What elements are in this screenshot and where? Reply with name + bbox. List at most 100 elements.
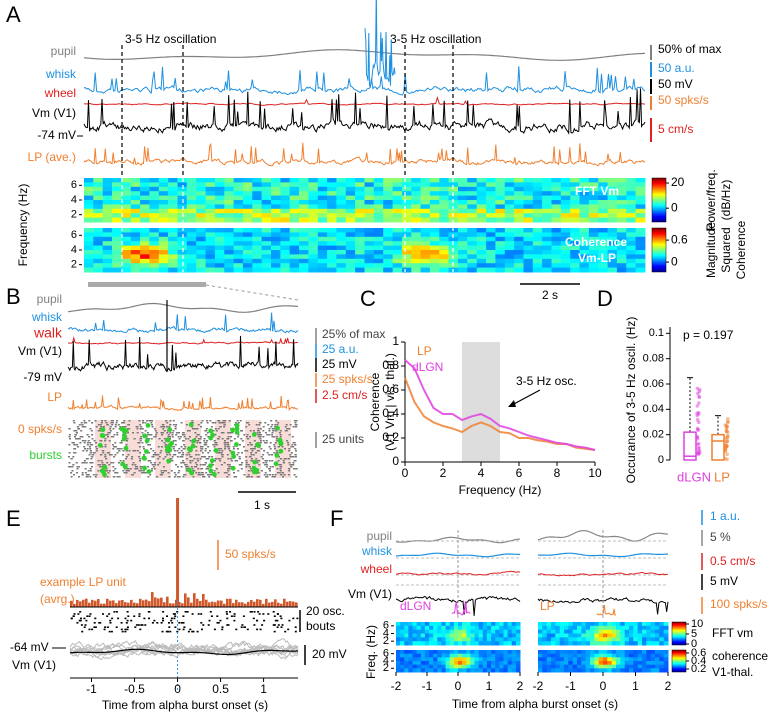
heatmap-cell	[599, 641, 604, 645]
heatmap-cell	[512, 668, 517, 672]
heatmap-cell	[215, 237, 225, 242]
burst-dot	[98, 443, 103, 448]
raster-tick	[280, 434, 282, 436]
heatmap-cell	[383, 228, 393, 233]
raster-tick	[100, 440, 102, 442]
raster-tick	[242, 440, 244, 442]
heatmap-cell	[224, 250, 234, 255]
heatmap-cell	[616, 654, 621, 658]
heatmap-cell	[271, 191, 281, 196]
heatmap-cell	[442, 661, 447, 665]
heatmap-cell	[262, 250, 272, 255]
heatmap-cell	[664, 650, 669, 654]
heatmap-cell	[299, 241, 309, 246]
heatmap-cell	[555, 654, 560, 658]
heatmap-cell	[620, 641, 625, 645]
raster-tick	[102, 462, 104, 464]
heatmap-cell	[524, 250, 534, 255]
raster-tick	[166, 426, 168, 428]
raster-tick	[240, 430, 242, 432]
heatmap-cell	[590, 665, 595, 669]
scale-label: bouts	[306, 619, 335, 633]
heatmap-cell	[629, 637, 634, 641]
raster-tick	[125, 618, 127, 620]
burst-dot	[101, 433, 106, 438]
heatmap-cell	[590, 657, 595, 661]
raster-tick	[218, 436, 220, 438]
colorbar-title: Coherence	[734, 220, 748, 279]
heatmap-cell	[393, 178, 403, 183]
heatmap-cell	[581, 637, 586, 641]
x-tick-label: -2	[533, 679, 544, 693]
colorbar-tick-label: 20	[671, 175, 685, 189]
heatmap-cell	[633, 668, 638, 672]
heatmap-cell	[577, 668, 582, 672]
heatmap-cell	[252, 213, 262, 218]
heatmap-cell	[612, 626, 617, 630]
heatmap-cell	[290, 259, 300, 264]
heatmap-cell	[504, 668, 509, 672]
heatmap-cell	[383, 187, 393, 192]
raster-tick	[239, 456, 241, 458]
heatmap-cell	[355, 232, 365, 237]
heatmap-cell	[629, 626, 634, 630]
raster-tick	[124, 472, 126, 474]
raster-tick	[222, 454, 224, 456]
heatmap-cell	[243, 237, 253, 242]
heatmap-cell	[299, 263, 309, 268]
heatmap-cell	[131, 228, 141, 233]
raster-tick	[174, 450, 176, 452]
raster-tick	[267, 424, 269, 426]
raster-tick	[90, 468, 92, 470]
heatmap-cell	[612, 650, 617, 654]
data-point	[726, 437, 730, 441]
heatmap-cell	[299, 213, 309, 218]
raster-tick	[222, 438, 224, 440]
raster-tick	[210, 611, 212, 613]
heatmap-cell	[159, 254, 169, 259]
raster-tick	[280, 468, 282, 470]
y-tick-label: 6	[71, 179, 77, 191]
heatmap-cell	[140, 213, 150, 218]
trace-label: pupil	[51, 44, 76, 58]
heatmap-cell	[196, 228, 206, 233]
heatmap-cell	[355, 209, 365, 214]
heatmap-cell	[538, 668, 543, 672]
raster-tick	[139, 424, 141, 426]
heatmap-cell	[327, 232, 337, 237]
heatmap-cell	[524, 209, 534, 214]
heatmap-cell	[458, 637, 463, 641]
heatmap-cell	[168, 204, 178, 209]
heatmap-cell	[552, 200, 562, 205]
heatmap-cell	[365, 213, 375, 218]
heatmap-cell	[215, 200, 225, 205]
raster-tick	[273, 452, 275, 454]
heatmap-cell	[262, 191, 272, 196]
heatmap-cell	[555, 634, 560, 638]
raster-tick	[200, 426, 202, 428]
heatmap-cell	[577, 654, 582, 658]
heatmap-cell	[131, 232, 141, 237]
raster-tick	[229, 464, 231, 466]
heatmap-cell	[477, 228, 487, 233]
heatmap-cell	[547, 654, 552, 658]
heatmap-cell	[612, 641, 617, 645]
raster-tick	[139, 460, 141, 462]
heatmap-cell	[555, 626, 560, 630]
raster-tick	[285, 458, 287, 460]
heatmap-cell	[552, 268, 562, 273]
heatmap-cell	[327, 259, 337, 264]
heatmap-cell	[495, 241, 505, 246]
heatmap-cell	[318, 196, 328, 201]
heatmap-cell	[224, 209, 234, 214]
raster-tick	[95, 442, 97, 444]
heatmap-cell	[84, 259, 94, 264]
heatmap-cell	[467, 191, 477, 196]
raster-tick	[163, 466, 165, 468]
raster-tick	[121, 448, 123, 450]
raster-tick	[177, 450, 179, 452]
heatmap-cell	[206, 209, 216, 214]
heatmap-cell	[467, 178, 477, 183]
heatmap-cell	[603, 650, 608, 654]
heatmap-cell	[636, 182, 646, 187]
